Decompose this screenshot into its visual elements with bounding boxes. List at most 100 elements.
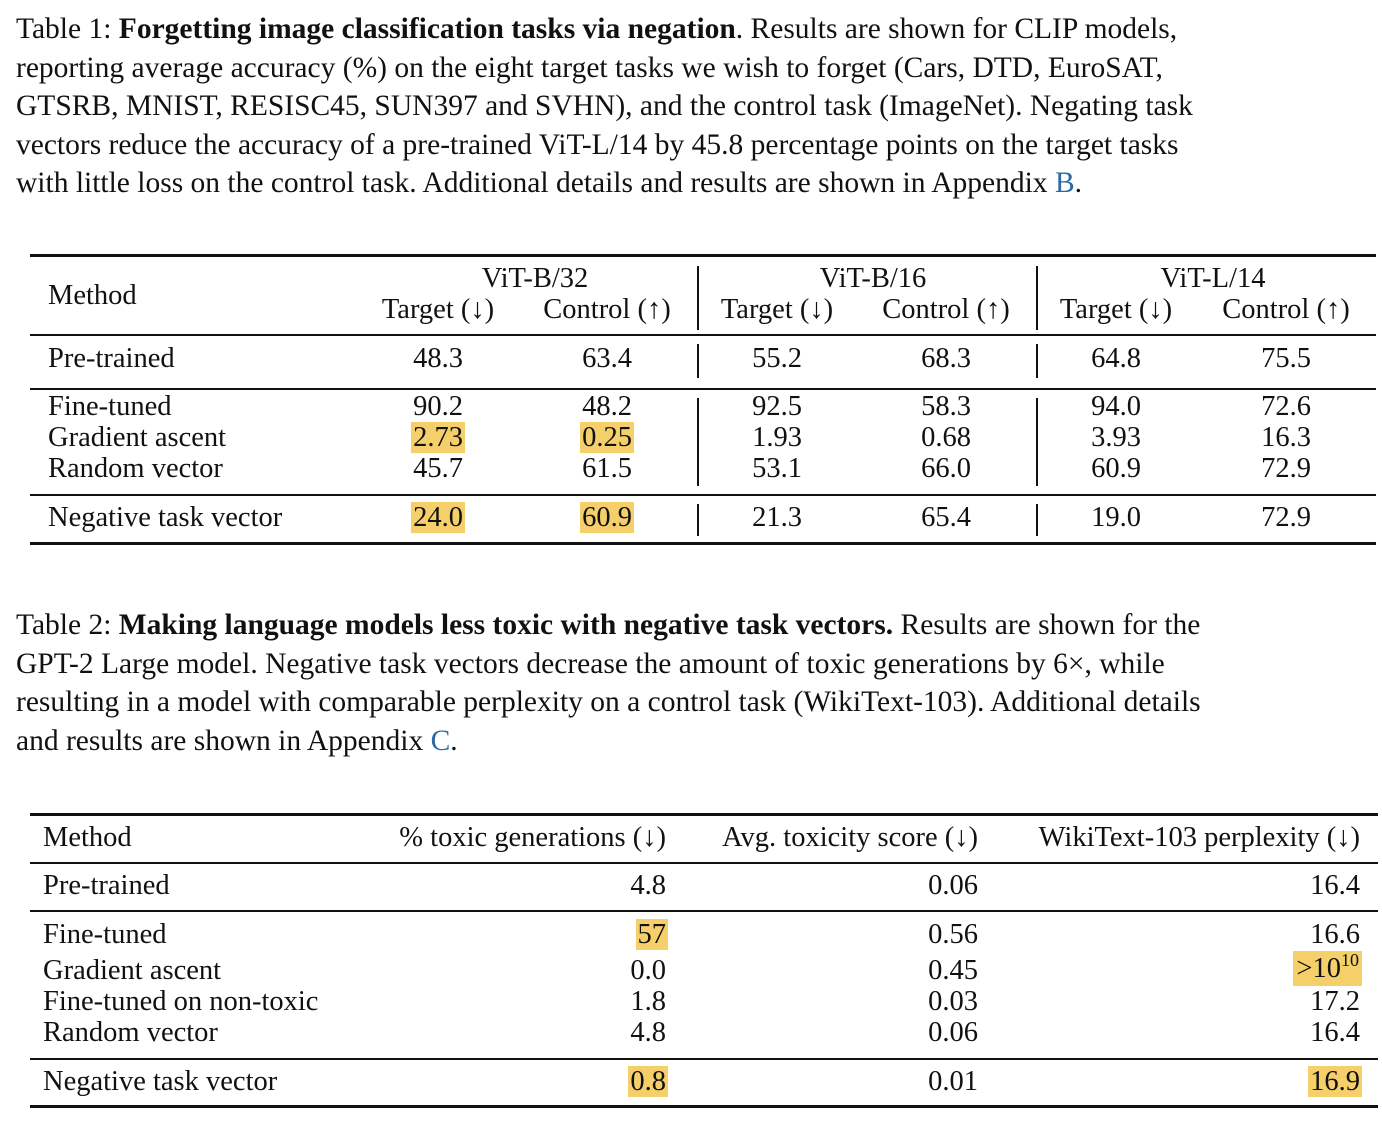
group-rule	[30, 910, 1378, 912]
exponent: 10	[1341, 950, 1359, 970]
appendix-b-link[interactable]: B	[1054, 167, 1075, 199]
column-divider	[697, 344, 699, 378]
row-method: Random vector	[43, 1017, 218, 1048]
group-rule	[30, 494, 1376, 496]
table-cell-highlighted: >1010	[1293, 950, 1362, 987]
top-rule	[30, 254, 1376, 257]
toxic-generations-header: % toxic generations (↓)	[399, 822, 666, 853]
table-cell: 1.93	[752, 422, 802, 453]
highlight: 60.9	[580, 502, 634, 533]
row-method: Pre-trained	[43, 870, 170, 901]
table1-caption-line2: reporting average accuracy (%) on the ei…	[16, 51, 1163, 84]
highlight: >1010	[1293, 950, 1362, 986]
table-cell: 0.45	[928, 955, 978, 986]
table-cell: 0.68	[921, 422, 971, 453]
column-divider	[1036, 504, 1038, 536]
table-cell: 75.5	[1261, 343, 1311, 374]
table1-caption-line4: vectors reduce the accuracy of a pre-tra…	[16, 128, 1179, 161]
table-cell: 53.1	[752, 453, 802, 484]
table1-caption-line1: Table 1: Forgetting image classification…	[16, 10, 1382, 49]
row-method: Gradient ascent	[43, 955, 222, 986]
table1-label: Table 1:	[16, 13, 112, 45]
row-method: Gradient ascent	[48, 422, 227, 453]
perplexity-header: WikiText-103 perplexity (↓)	[1038, 822, 1360, 853]
table2: Method % toxic generations (↓) Avg. toxi…	[30, 813, 1378, 1109]
table-cell: 3.93	[1091, 422, 1141, 453]
table-cell: 48.2	[582, 391, 632, 422]
bottom-rule	[30, 542, 1376, 545]
table1-caption-line3: GTSRB, MNIST, RESISC45, SUN397 and SVHN)…	[16, 90, 1193, 122]
table-cell: 65.4	[921, 502, 971, 533]
table-cell: 63.4	[582, 343, 632, 374]
group-rule	[30, 388, 1376, 390]
table-cell-highlighted: 57	[635, 919, 668, 951]
table-cell: 4.8	[630, 870, 666, 901]
table-cell: 64.8	[1091, 343, 1141, 374]
table-cell: 72.6	[1261, 391, 1311, 422]
highlight: 57	[635, 919, 668, 950]
table-cell: 66.0	[921, 453, 971, 484]
row-method: Pre-trained	[48, 343, 175, 374]
table1-title: Forgetting image classification tasks vi…	[118, 13, 736, 45]
control-header: Control (↑)	[882, 294, 1010, 325]
table-cell: 16.4	[1310, 1017, 1360, 1048]
table-cell: 60.9	[1091, 453, 1141, 484]
table-cell: 45.7	[413, 453, 463, 484]
highlight: 16.9	[1308, 1066, 1362, 1097]
toxicity-score-header: Avg. toxicity score (↓)	[722, 822, 978, 853]
column-divider	[697, 504, 699, 536]
table2-caption-line1: Table 2: Making language models less tox…	[16, 606, 1382, 645]
target-header: Target (↓)	[720, 294, 834, 325]
table-cell: 0.01	[928, 1066, 978, 1097]
row-method: Negative task vector	[43, 1066, 278, 1097]
method-header: Method	[48, 280, 137, 311]
top-rule	[30, 813, 1378, 816]
table-cell: 0.0	[630, 955, 666, 986]
table-cell: 0.06	[928, 870, 978, 901]
target-header: Target (↓)	[1059, 294, 1173, 325]
table-cell: 4.8	[630, 1017, 666, 1048]
group-rule	[30, 1058, 1378, 1060]
table1-caption-text: . Results are shown for CLIP models,	[735, 13, 1178, 45]
table-cell: 72.9	[1261, 453, 1311, 484]
table2-caption-line3: resulting in a model with comparable per…	[16, 686, 1201, 718]
table-cell-highlighted: 60.9	[547, 502, 667, 534]
table1-caption-line5: with little loss on the control task. Ad…	[16, 164, 1382, 203]
table2-caption-period: .	[450, 724, 458, 757]
table-cell: 68.3	[921, 343, 971, 374]
table-cell: 61.5	[582, 453, 632, 484]
highlight: 24.0	[411, 502, 465, 533]
table-cell: 0.06	[928, 1017, 978, 1048]
row-method: Fine-tuned	[43, 919, 167, 950]
column-divider	[697, 266, 699, 330]
column-divider	[1036, 266, 1038, 330]
appendix-c-link[interactable]: C	[430, 724, 451, 757]
table1: Method ViT-B/32 ViT-B/16 ViT-L/14 Target…	[30, 254, 1376, 546]
table-cell: 92.5	[752, 391, 802, 422]
table2-caption-line4-text: and results are shown in Appendix	[16, 724, 431, 757]
control-header: Control (↑)	[1222, 294, 1350, 325]
target-header: Target (↓)	[381, 294, 495, 325]
table-cell: 0.56	[928, 919, 978, 950]
table2-title: Making language models less toxic with n…	[118, 609, 894, 641]
header-rule	[30, 334, 1376, 336]
table-cell: 16.4	[1310, 870, 1360, 901]
row-method: Random vector	[48, 453, 223, 484]
table-cell: 94.0	[1091, 391, 1141, 422]
table-cell-highlighted: 2.73	[378, 422, 498, 454]
table-cell: 48.3	[413, 343, 463, 374]
table-cell: 16.3	[1261, 422, 1311, 453]
table-cell: 17.2	[1310, 986, 1360, 1017]
table-cell: 58.3	[921, 391, 971, 422]
table-cell-highlighted: 0.25	[547, 422, 667, 454]
bottom-rule	[30, 1105, 1378, 1108]
table-cell: 0.03	[928, 986, 978, 1017]
highlight: 0.8	[628, 1066, 668, 1097]
highlight: 2.73	[411, 422, 465, 453]
table-cell-highlighted: 0.8	[628, 1066, 668, 1098]
table-cell: 55.2	[752, 343, 802, 374]
table1-caption-period: .	[1074, 167, 1082, 199]
header-rule	[30, 862, 1378, 864]
table-cell: 1.8	[630, 986, 666, 1017]
row-method: Negative task vector	[48, 502, 283, 533]
